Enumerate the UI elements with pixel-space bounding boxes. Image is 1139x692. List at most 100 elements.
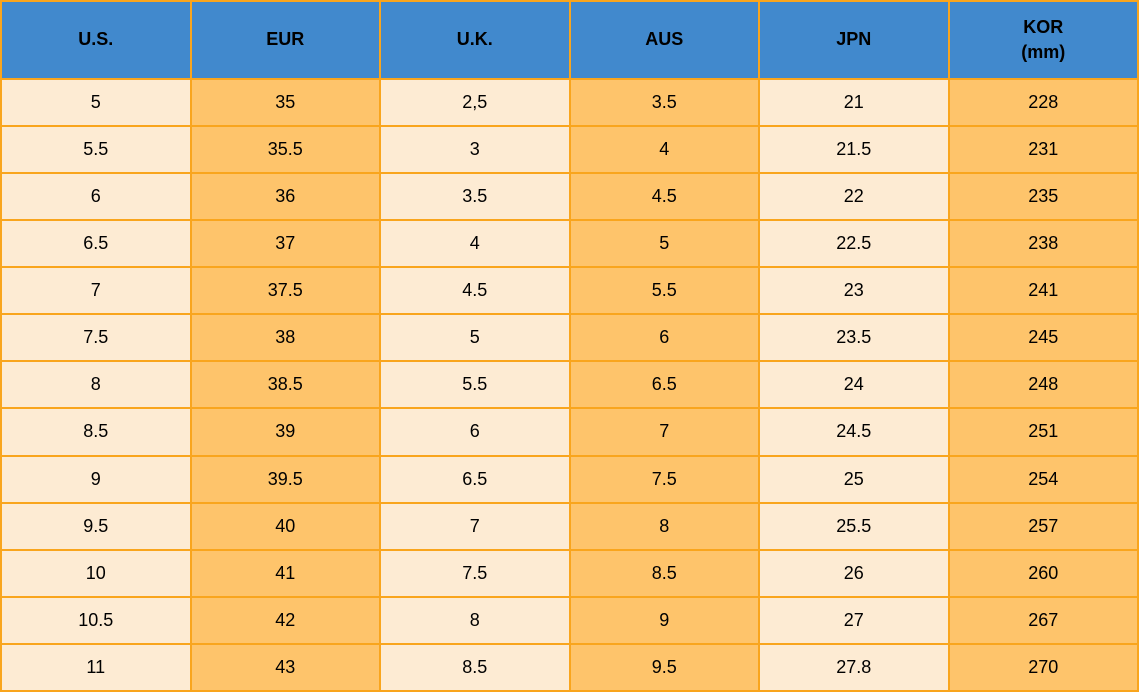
column-header-sublabel: (mm): [1021, 42, 1066, 62]
table-cell: 6.5: [379, 454, 571, 504]
table-cell: 22.5: [758, 219, 950, 269]
table-cell: 7: [379, 501, 571, 551]
table-cell: 27.8: [758, 642, 950, 692]
column-header-label: U.K.: [456, 29, 493, 50]
column-header-label: EUR: [266, 29, 305, 50]
column-header: KOR (mm): [947, 0, 1139, 80]
table-cell: 5: [379, 313, 571, 363]
table-cell: 245: [947, 313, 1139, 363]
table-cell: 43: [189, 642, 381, 692]
table-cell: 8: [379, 595, 571, 645]
table-cell: 10.5: [0, 595, 192, 645]
table-cell: 42: [189, 595, 381, 645]
column-header: U.K.: [379, 0, 571, 80]
table-cell: 5: [568, 219, 760, 269]
table-cell: 5.5: [0, 125, 192, 175]
table-cell: 6: [0, 172, 192, 222]
table-cell: 9.5: [0, 501, 192, 551]
table-row: 11 43 8.5 9.5 27.8 270: [0, 642, 1139, 692]
table-cell: 4: [379, 219, 571, 269]
table-cell: 40: [189, 501, 381, 551]
table-cell: 38: [189, 313, 381, 363]
table-cell: 27: [758, 595, 950, 645]
table-cell: 231: [947, 125, 1139, 175]
table-cell: 6: [379, 407, 571, 457]
column-header-label: KOR: [1023, 16, 1064, 37]
table-cell: 235: [947, 172, 1139, 222]
table-cell: 5.5: [379, 360, 571, 410]
table-row: 6.5 37 4 5 22.5 238: [0, 219, 1139, 269]
table-cell: 37.5: [189, 266, 381, 316]
table-row: 7 37.5 4.5 5.5 23 241: [0, 266, 1139, 316]
table-cell: 8.5: [0, 407, 192, 457]
table-cell: 36: [189, 172, 381, 222]
table-cell: 7.5: [0, 313, 192, 363]
table-cell: 7.5: [379, 548, 571, 598]
column-header: AUS: [568, 0, 760, 80]
table-cell: 9: [0, 454, 192, 504]
header-row: U.S. EUR U.K. AUS JPN KOR (mm): [0, 0, 1139, 80]
table-cell: 5.5: [568, 266, 760, 316]
table-cell: 7.5: [568, 454, 760, 504]
table-cell: 6.5: [568, 360, 760, 410]
table-cell: 10: [0, 548, 192, 598]
table-row: 6 36 3.5 4.5 22 235: [0, 172, 1139, 222]
column-header: U.S.: [0, 0, 192, 80]
column-header-label: U.S.: [78, 29, 114, 50]
table-row: 8 38.5 5.5 6.5 24 248: [0, 360, 1139, 410]
table-body: 5 35 2,5 3.5 21 228 5.5 35.5 3 4 21.5 231 6 36 3.5 4.5 2…: [0, 77, 1139, 692]
table-cell: 8: [568, 501, 760, 551]
table-cell: 11: [0, 642, 192, 692]
table-cell: 39.5: [189, 454, 381, 504]
table-cell: 270: [947, 642, 1139, 692]
table-row: 10 41 7.5 8.5 26 260: [0, 548, 1139, 598]
table-cell: 35: [189, 77, 381, 128]
table-cell: 24: [758, 360, 950, 410]
table-cell: 25.5: [758, 501, 950, 551]
table-cell: 228: [947, 77, 1139, 128]
table-cell: 25: [758, 454, 950, 504]
table-cell: 8: [0, 360, 192, 410]
table-cell: 22: [758, 172, 950, 222]
table-cell: 6.5: [0, 219, 192, 269]
table-cell: 238: [947, 219, 1139, 269]
table-cell: 23.5: [758, 313, 950, 363]
table-row: 10.5 42 8 9 27 267: [0, 595, 1139, 645]
table-cell: 37: [189, 219, 381, 269]
table-row: 9 39.5 6.5 7.5 25 254: [0, 454, 1139, 504]
table-cell: 41: [189, 548, 381, 598]
table-cell: 8.5: [379, 642, 571, 692]
table-cell: 4.5: [568, 172, 760, 222]
table-cell: 38.5: [189, 360, 381, 410]
table-cell: 241: [947, 266, 1139, 316]
table-cell: 2,5: [379, 77, 571, 128]
table-cell: 9: [568, 595, 760, 645]
table-cell: 21: [758, 77, 950, 128]
table-row: 7.5 38 5 6 23.5 245: [0, 313, 1139, 363]
table-row: 5.5 35.5 3 4 21.5 231: [0, 125, 1139, 175]
column-header: EUR: [189, 0, 381, 80]
table-cell: 3.5: [379, 172, 571, 222]
table-cell: 254: [947, 454, 1139, 504]
table-cell: 248: [947, 360, 1139, 410]
table-cell: 7: [568, 407, 760, 457]
table-cell: 251: [947, 407, 1139, 457]
table-cell: 267: [947, 595, 1139, 645]
column-header-label: JPN: [836, 29, 872, 50]
table-cell: 23: [758, 266, 950, 316]
table-cell: 21.5: [758, 125, 950, 175]
table-row: 8.5 39 6 7 24.5 251: [0, 407, 1139, 457]
table-cell: 3: [379, 125, 571, 175]
table-cell: 257: [947, 501, 1139, 551]
table-cell: 3.5: [568, 77, 760, 128]
table-cell: 35.5: [189, 125, 381, 175]
table-cell: 26: [758, 548, 950, 598]
column-header: JPN: [758, 0, 950, 80]
table-cell: 6: [568, 313, 760, 363]
table-cell: 4.5: [379, 266, 571, 316]
table-header: U.S. EUR U.K. AUS JPN KOR (mm): [0, 0, 1139, 80]
table-row: 5 35 2,5 3.5 21 228: [0, 77, 1139, 128]
table-cell: 260: [947, 548, 1139, 598]
table-cell: 7: [0, 266, 192, 316]
